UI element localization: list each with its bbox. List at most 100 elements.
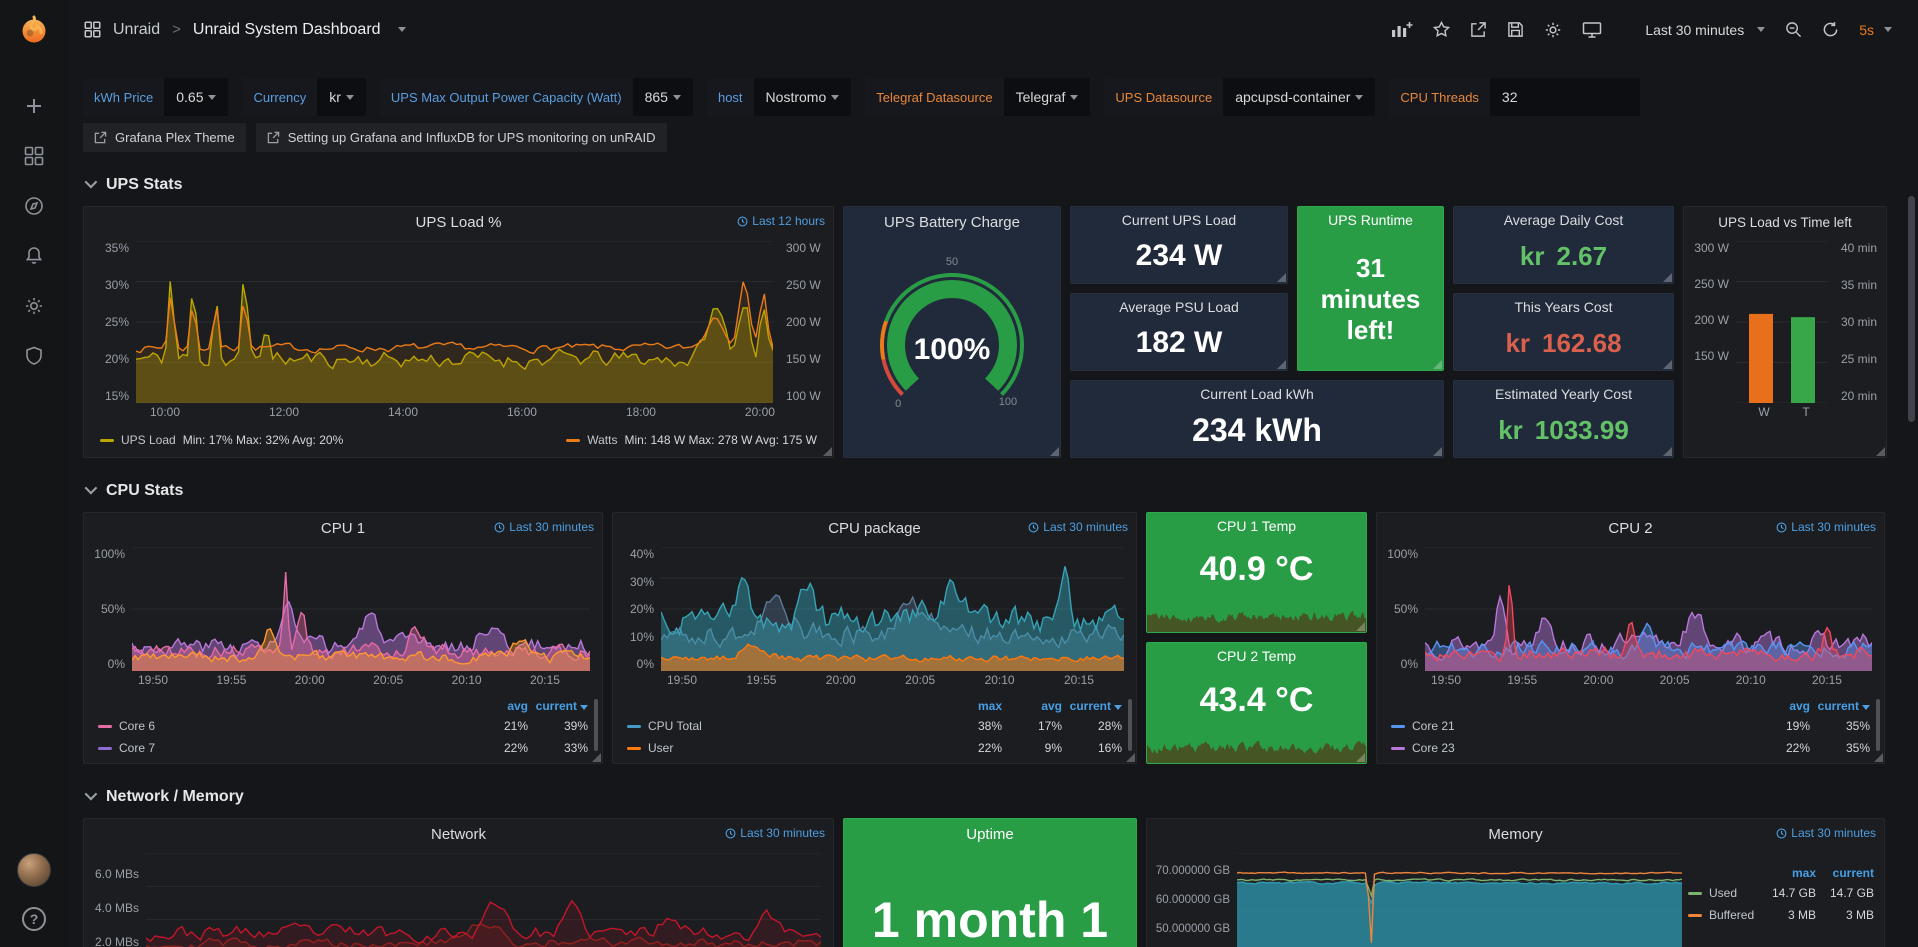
series-name[interactable]: Core 21 xyxy=(1391,719,1750,733)
panel-title[interactable]: Average PSU Load xyxy=(1119,299,1239,315)
legend-col-max[interactable]: max xyxy=(1791,865,1816,880)
panel-uptime: Uptime 1 month 1 xyxy=(843,818,1137,947)
legend-col-avg[interactable]: avg xyxy=(1789,698,1810,713)
legend-col-current[interactable]: current xyxy=(1832,865,1874,880)
panel-title[interactable]: CPU 1 xyxy=(320,519,366,537)
panel-network: Network Last 30 minutes 6.0 MBs 4.0 MBs … xyxy=(83,818,834,947)
caret-down-icon[interactable] xyxy=(397,27,406,32)
series-name[interactable]: Buffered xyxy=(1688,908,1758,922)
sidebar-item-alerting[interactable] xyxy=(23,245,45,267)
series-name[interactable]: Core 6 xyxy=(98,719,468,733)
series-name[interactable]: Core 23 xyxy=(1391,741,1750,755)
y-axis-right: 40 min 35 min 30 min 25 min 20 min xyxy=(1841,241,1878,403)
panel-title[interactable]: Current UPS Load xyxy=(1121,212,1237,228)
panel-title[interactable]: UPS Battery Charge xyxy=(884,213,1020,231)
panel-title[interactable]: Network xyxy=(430,825,486,843)
save-button[interactable] xyxy=(1507,21,1524,38)
breadcrumb-folder[interactable]: Unraid xyxy=(113,20,161,38)
dashboard-settings-button[interactable] xyxy=(1544,21,1562,39)
caret-down-icon xyxy=(1070,94,1079,100)
legend-col-max[interactable]: max xyxy=(977,698,1002,713)
cpu-package-chart[interactable] xyxy=(661,547,1124,671)
caret-down-icon xyxy=(831,94,840,100)
battery-gauge: 0 50 100 100% xyxy=(844,247,1060,429)
x-axis: W T xyxy=(1758,405,1810,419)
sidebar-item-configuration[interactable] xyxy=(23,295,45,317)
variable-value-dropdown[interactable]: Telegraf xyxy=(1003,78,1091,116)
network-chart[interactable] xyxy=(146,853,821,947)
help-icon[interactable]: ? xyxy=(22,907,46,931)
sidebar-item-create[interactable] xyxy=(23,95,45,117)
series-name[interactable]: Watts xyxy=(587,433,618,447)
dashboard-title[interactable]: Unraid System Dashboard xyxy=(192,20,381,38)
panel-title[interactable]: Current Load kWh xyxy=(1200,386,1314,402)
share-button[interactable] xyxy=(1470,21,1487,38)
sidebar-item-dashboards[interactable] xyxy=(23,145,45,167)
legend-col-avg[interactable]: avg xyxy=(1041,698,1062,713)
external-link-icon xyxy=(94,131,107,144)
variable-value-dropdown[interactable]: kr xyxy=(317,78,366,116)
memory-chart[interactable] xyxy=(1237,853,1682,947)
panel-title[interactable]: This Years Cost xyxy=(1514,299,1613,315)
panel-title[interactable]: UPS Load vs Time left xyxy=(1718,214,1852,230)
panel-title[interactable]: CPU package xyxy=(828,519,921,537)
section-cpu-stats[interactable]: CPU Stats xyxy=(83,481,1918,500)
ups-bar-chart[interactable] xyxy=(1736,241,1828,403)
series-name[interactable]: Used xyxy=(1688,886,1758,900)
cycle-view-button[interactable] xyxy=(1582,21,1602,39)
section-network-memory[interactable]: Network / Memory xyxy=(83,787,1918,806)
panel-title[interactable]: Average Daily Cost xyxy=(1503,212,1624,228)
legend-scrollbar[interactable] xyxy=(1128,699,1132,751)
series-name[interactable]: Core 7 xyxy=(98,741,468,755)
section-ups-stats[interactable]: UPS Stats xyxy=(83,175,1918,194)
variable-value-dropdown[interactable]: Nostromo xyxy=(753,78,852,116)
dashboard-squares-icon[interactable] xyxy=(84,21,101,38)
panel-title[interactable]: UPS Runtime xyxy=(1328,212,1413,228)
panel-title[interactable]: Estimated Yearly Cost xyxy=(1495,386,1632,402)
panel-title[interactable]: Memory xyxy=(1488,825,1543,843)
dashboard-link-ups-guide[interactable]: Setting up Grafana and InfluxDB for UPS … xyxy=(255,123,667,152)
sidebar-item-explore[interactable] xyxy=(23,195,45,217)
panel-title[interactable]: CPU 2 xyxy=(1608,519,1653,537)
grafana-logo[interactable] xyxy=(0,0,68,59)
gear-icon xyxy=(26,298,42,314)
legend-scrollbar[interactable] xyxy=(1876,699,1880,751)
star-button[interactable] xyxy=(1433,21,1451,38)
panel-cpu-1-temp: CPU 1 Temp 40.9 °C xyxy=(1146,512,1367,633)
series-name[interactable]: CPU Total xyxy=(627,719,942,733)
sidebar-item-server-admin[interactable] xyxy=(23,345,45,367)
stat-value: kr 162.68 xyxy=(1505,327,1622,358)
refresh-interval-label: 5s xyxy=(1859,21,1874,38)
variable-value-dropdown[interactable]: apcupsd-container xyxy=(1223,78,1376,116)
legend-col-current[interactable]: current xyxy=(1810,699,1870,713)
caret-down-icon xyxy=(1884,27,1892,32)
series-name[interactable]: UPS Load xyxy=(121,433,176,447)
navbar-actions: Last 30 minutes 5s xyxy=(1391,21,1892,39)
page-scrollbar[interactable] xyxy=(1908,196,1915,422)
y-axis-left: 35% 30% 25% 20% 15% xyxy=(104,241,129,403)
shield-icon xyxy=(26,346,42,365)
series-name[interactable]: User xyxy=(627,741,942,755)
panel-time-override: Last 30 minutes xyxy=(494,520,594,534)
legend-col-current[interactable]: current xyxy=(528,699,588,713)
dashboard-link-plex-theme[interactable]: Grafana Plex Theme xyxy=(83,123,246,152)
legend-col-current[interactable]: current xyxy=(1062,699,1122,713)
legend-col-avg[interactable]: avg xyxy=(507,698,528,713)
time-range-picker[interactable]: Last 30 minutes xyxy=(1622,22,1766,38)
refresh-button[interactable] xyxy=(1822,21,1839,38)
variable-value-dropdown[interactable]: 865 xyxy=(632,78,693,116)
panel-title[interactable]: CPU 2 Temp xyxy=(1216,648,1297,664)
legend-scrollbar[interactable] xyxy=(594,699,598,751)
panel-title[interactable]: Uptime xyxy=(966,825,1014,843)
add-panel-button[interactable] xyxy=(1391,21,1413,39)
variable-value-input[interactable]: 32 xyxy=(1489,78,1640,116)
panel-title[interactable]: CPU 1 Temp xyxy=(1216,518,1297,534)
variable-value-dropdown[interactable]: 0.65 xyxy=(164,78,229,116)
panel-title[interactable]: UPS Load % xyxy=(415,213,502,231)
ups-load-chart[interactable] xyxy=(136,241,773,403)
cpu2-chart[interactable] xyxy=(1425,547,1872,671)
cpu1-chart[interactable] xyxy=(132,547,590,671)
zoom-out-button[interactable] xyxy=(1785,21,1802,38)
refresh-interval-picker[interactable]: 5s xyxy=(1859,22,1892,38)
user-avatar[interactable] xyxy=(17,853,51,887)
